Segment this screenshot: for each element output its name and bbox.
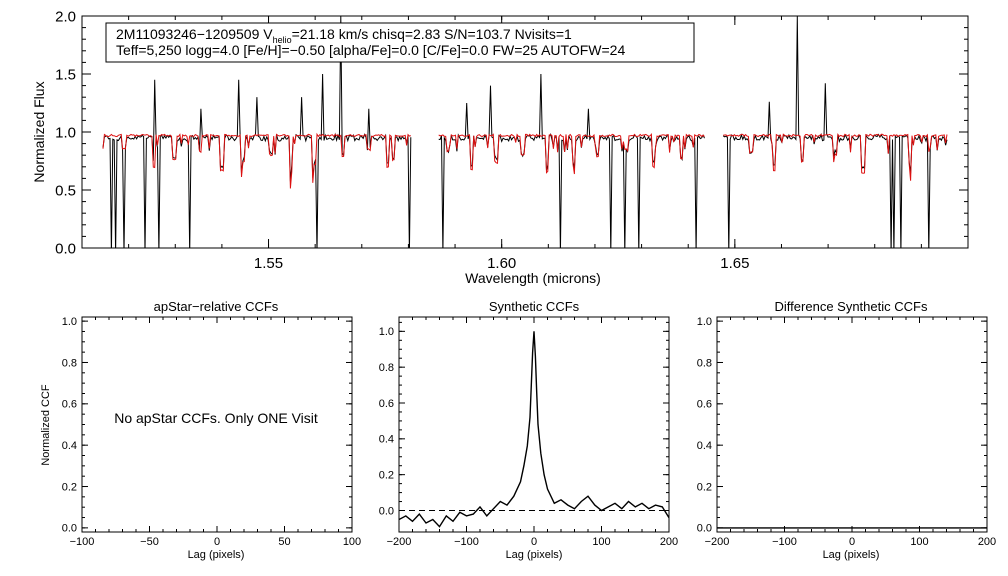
- x-tick-label: 0: [531, 536, 537, 548]
- info-line-2: Teff=5,250 logg=4.0 [Fe/H]=−0.50 [alpha/…: [116, 42, 625, 58]
- y-tick-label: 1.0: [379, 326, 394, 338]
- y-tick-label: 0.8: [62, 357, 77, 369]
- x-tick-label: 200: [978, 536, 996, 548]
- info-box-frame: [105, 22, 695, 63]
- y-tick-label: 0.5: [55, 182, 76, 199]
- model-spectrum-chip-1: [102, 132, 411, 189]
- synthetic-ccf-line: [399, 331, 669, 528]
- y-tick-label: 1.5: [55, 66, 76, 83]
- spectrum-ticks: 1.55 1.60 1.65 0.0 0.5 1.0 1.5 2.0: [55, 8, 969, 272]
- synthetic-ccf-xlabel: Lag (pixels): [506, 549, 563, 561]
- model-spectrum-chip-2: [438, 133, 705, 175]
- spectrum-series: [102, 16, 948, 248]
- y-tick-label: 0.8: [379, 362, 394, 374]
- x-tick-label: 1.55: [254, 255, 283, 272]
- difference-ccf-xlabel: Lag (pixels): [823, 549, 880, 561]
- synthetic-ccf-title: Synthetic CCFs: [489, 299, 580, 314]
- apstar-ccf-title: apStar−relative CCFs: [154, 299, 279, 314]
- y-tick-label: 0.0: [379, 505, 394, 517]
- y-tick-label: 0.0: [55, 240, 76, 257]
- difference-ccf-panel: Difference Synthetic CCFs −200 −100 0 100 20…: [697, 299, 996, 561]
- apstar-ccf-annotation: No apStar CCFs. Only ONE Visit: [114, 410, 318, 426]
- y-tick-label: 0.0: [697, 523, 712, 535]
- info-line-1: 2M11093246−1209509 Vhelio=21.18 km/s chi…: [116, 26, 572, 45]
- spectrum-plot-area: [102, 16, 948, 248]
- spectrum-xlabel: Wavelength (microns): [465, 270, 601, 286]
- y-tick-label: 1.0: [697, 316, 712, 328]
- info-helio-subscript: helio: [273, 35, 292, 45]
- x-tick-label: 100: [592, 536, 610, 548]
- model-spectrum-chip-3: [723, 132, 948, 181]
- info-star-id: 2M11093246−1209509 V: [116, 26, 273, 42]
- x-tick-label: 100: [910, 536, 928, 548]
- x-tick-label: 0: [214, 536, 220, 548]
- y-tick-label: 0.4: [62, 440, 77, 452]
- y-tick-label: 0.2: [379, 470, 394, 482]
- x-tick-label: 50: [278, 536, 290, 548]
- x-tick-label: −100: [70, 536, 95, 548]
- y-tick-label: 0.6: [697, 399, 712, 411]
- y-tick-label: 1.0: [55, 124, 76, 141]
- y-tick-label: 0.0: [62, 523, 77, 535]
- apstar-ccf-xlabel: Lag (pixels): [188, 549, 245, 561]
- y-tick-label: 0.6: [62, 399, 77, 411]
- synthetic-ccf-ticks: −200 −100 0 100 200 0.0 0.2 0.4 0.6 0.8 1.0: [379, 317, 678, 548]
- x-tick-label: 200: [660, 536, 678, 548]
- spectrum-ylabel: Normalized Flux: [31, 81, 47, 182]
- synthetic-ccf-panel: Synthetic CCFs −200 −100 0 100 200 0.0 0.2 0.4 0…: [379, 299, 678, 561]
- y-tick-label: 0.2: [697, 481, 712, 493]
- synthetic-ccf-series-group: [399, 331, 669, 528]
- x-tick-label: 100: [343, 536, 361, 548]
- apstar-ccf-ticks: −100 −50 0 50 100 0.0 0.2 0.4 0.6 0.8 1.0: [62, 316, 361, 548]
- x-tick-label: −50: [140, 536, 159, 548]
- x-tick-label: −200: [387, 536, 412, 548]
- synthetic-ccf-axes-frame: [398, 316, 670, 533]
- y-tick-label: 0.8: [697, 357, 712, 369]
- difference-ccf-ticks: −200 −100 0 100 200 0.0 0.2 0.4 0.6 0.8 1.0: [697, 316, 996, 548]
- difference-ccf-title: Difference Synthetic CCFs: [775, 299, 928, 314]
- y-tick-label: 0.4: [697, 440, 712, 452]
- x-tick-label: 1.60: [487, 255, 516, 272]
- y-tick-label: 0.6: [379, 398, 394, 410]
- apstar-ccf-ylabel: Normalized CCF: [40, 384, 52, 466]
- x-tick-label: 1.65: [720, 255, 749, 272]
- x-tick-label: −100: [772, 536, 797, 548]
- spectrum-info-box: 2M11093246−1209509 Vhelio=21.18 km/s chi…: [105, 22, 695, 63]
- x-tick-label: −200: [705, 536, 730, 548]
- synthetic-ccf-plot-area: [399, 331, 669, 528]
- x-tick-label: 0: [849, 536, 855, 548]
- info-velocity-stats: =21.18 km/s chisq=2.83 S/N=103.7 Nvisits…: [292, 26, 572, 42]
- observed-spectrum-chip-1: [102, 16, 412, 248]
- observed-spectrum-chip-3: [722, 16, 948, 248]
- x-tick-label: −100: [454, 536, 479, 548]
- y-tick-label: 1.0: [62, 316, 77, 328]
- spectrum-panel: 1.55 1.60 1.65 0.0 0.5 1.0 1.5 2.0 Wavelength (…: [31, 8, 969, 286]
- observed-spectrum-chip-2: [438, 73, 705, 248]
- apstar-ccf-panel: apStar−relative CCFs −100 −50 0 50 100 0.0 0.2…: [40, 299, 361, 561]
- y-tick-label: 0.2: [62, 481, 77, 493]
- y-tick-label: 0.4: [379, 434, 394, 446]
- y-tick-label: 2.0: [55, 8, 76, 25]
- difference-ccf-axes-frame: [716, 316, 988, 533]
